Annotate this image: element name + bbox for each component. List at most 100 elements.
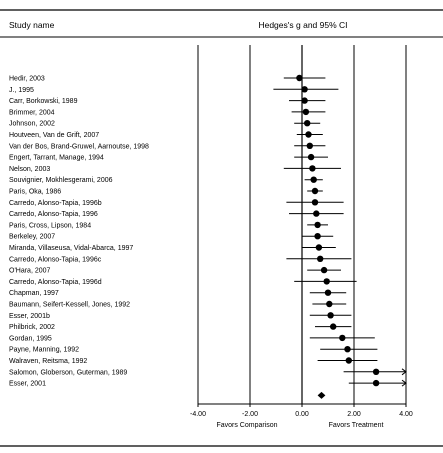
study-row: Engert, Tarrant, Manage, 1994 [9, 153, 328, 162]
effect-size-header: Hedges's g and 95% CI [258, 20, 347, 30]
study-name: Carredo, Alonso-Tapia, 1996d [9, 279, 102, 286]
point-estimate [344, 346, 351, 353]
study-rows: Hedir, 2003 J., 1995 Carr, Borkowski, 1989… [9, 74, 407, 388]
study-row: Brimmer, 2004 [9, 108, 326, 116]
study-name: Esser, 2001 [9, 381, 46, 388]
point-estimate [324, 289, 332, 296]
point-estimate [326, 300, 333, 308]
study-name: Miranda, Villaseusa, Vidal-Abarca, 1997 [9, 245, 133, 252]
study-row: Berkeley, 2007 [9, 233, 334, 241]
study-row: Esser, 2001b [9, 312, 352, 320]
study-name: J., 1995 [9, 87, 34, 94]
point-estimate [330, 323, 337, 330]
study-name: Salomon, Globerson, Guterman, 1989 [9, 369, 127, 376]
study-name: Gordan, 1995 [9, 335, 52, 342]
study-row: Philbrick, 2002 [9, 323, 352, 331]
study-name: Engert, Tarrant, Manage, 1994 [9, 155, 104, 162]
ci-arrow [401, 379, 407, 387]
favors-comparison-label: Favors Comparison [216, 422, 277, 429]
point-estimate [302, 108, 310, 116]
reference-lines [197, 45, 407, 404]
study-row: O'Hara, 2007 [9, 266, 341, 275]
study-name: Souvignier, Mokhlesgerami, 2006 [9, 177, 113, 184]
point-estimate [372, 368, 380, 375]
point-estimate [320, 266, 328, 274]
study-row: Salomon, Globerson, Guterman, 1989 [9, 368, 407, 376]
x-tick-label: -2.00 [242, 411, 258, 418]
study-name: Carredo, Alonso-Tapia, 1996c [9, 256, 102, 263]
study-row: Houtveen, Van de Grift, 2007 [9, 131, 323, 139]
x-tick-label: 0.00 [295, 411, 309, 418]
study-name: Hedir, 2003 [9, 76, 45, 83]
point-estimate [306, 142, 313, 149]
x-tick-label: 4.00 [399, 411, 413, 418]
summary-row [317, 391, 326, 399]
study-name: Chapman, 1997 [9, 290, 59, 297]
study-name: Baumann, Seifert-Kessell, Jones, 1992 [9, 302, 130, 309]
study-row: Payne, Manning, 1992 [9, 346, 378, 354]
point-estimate [310, 176, 317, 183]
study-name: Walraven, Reitsma, 1992 [9, 358, 87, 365]
study-row: Esser, 2001 [9, 379, 407, 388]
study-name-header: Study name [9, 20, 55, 30]
x-tick-label: -4.00 [190, 411, 206, 418]
point-estimate [309, 165, 316, 172]
x-tick-label: 2.00 [347, 411, 361, 418]
study-name: Paris, Oka, 1986 [9, 189, 61, 196]
point-estimate [314, 233, 321, 240]
study-name: O'Hara, 2007 [9, 268, 51, 275]
favors-treatment-label: Favors Treatment [329, 422, 384, 429]
study-name: Carredo, Alonso-Tapia, 1996 [9, 211, 98, 218]
ci-arrow [401, 368, 407, 376]
study-row: Hedir, 2003 [9, 74, 326, 83]
study-name: Berkeley, 2007 [9, 234, 55, 241]
study-name: Van der Bos, Brand-Gruwel, Aarnoutse, 19… [9, 143, 149, 150]
x-axis: -4.00 -2.00 0.00 2.00 4.00 [190, 403, 413, 418]
point-estimate [323, 278, 330, 285]
point-estimate [327, 312, 334, 319]
study-name: Esser, 2001b [9, 313, 50, 320]
study-row: Paris, Cross, Lipson, 1984 [9, 221, 328, 229]
point-estimate [305, 131, 312, 138]
point-estimate [301, 86, 308, 93]
study-row: Walraven, Reitsma, 1992 [9, 357, 378, 365]
study-name: Houtveen, Van de Grift, 2007 [9, 132, 99, 139]
study-name: Philbrick, 2002 [9, 324, 55, 331]
point-estimate [317, 255, 324, 262]
study-name: Johnson, 2002 [9, 121, 55, 128]
study-row: Souvignier, Mokhlesgerami, 2006 [9, 176, 323, 184]
study-name: Nelson, 2003 [9, 166, 50, 173]
study-name: Brimmer, 2004 [9, 109, 55, 116]
study-row: Chapman, 1997 [9, 289, 347, 297]
study-row: Johnson, 2002 [9, 120, 321, 128]
point-estimate [345, 357, 352, 364]
study-row: Carredo, Alonso-Tapia, 1996c [9, 255, 352, 263]
study-row: Carr, Borkowski, 1989 [9, 97, 326, 105]
point-estimate [311, 187, 319, 195]
study-name: Carr, Borkowski, 1989 [9, 98, 78, 105]
point-estimate [301, 97, 308, 104]
study-row: Paris, Oka, 1986 [9, 187, 323, 196]
study-row: Miranda, Villaseusa, Vidal-Abarca, 1997 [9, 244, 336, 252]
study-name: Carredo, Alonso-Tapia, 1996b [9, 200, 102, 207]
study-row: Baumann, Seifert-Kessell, Jones, 1992 [9, 300, 347, 309]
study-row: J., 1995 [9, 86, 339, 94]
study-row: Nelson, 2003 [9, 165, 341, 173]
point-estimate [304, 120, 311, 127]
study-name: Payne, Manning, 1992 [9, 347, 79, 354]
point-estimate [372, 379, 380, 387]
study-row: Carredo, Alonso-Tapia, 1996 [9, 210, 344, 218]
point-estimate [313, 210, 320, 217]
study-row: Gordan, 1995 [9, 334, 375, 342]
study-row: Carredo, Alonso-Tapia, 1996b [9, 199, 344, 207]
study-row: Carredo, Alonso-Tapia, 1996d [9, 278, 357, 286]
summary-diamond [317, 391, 326, 399]
study-name: Paris, Cross, Lipson, 1984 [9, 222, 91, 229]
point-estimate [296, 74, 303, 82]
point-estimate [339, 334, 346, 342]
study-row: Van der Bos, Brand-Gruwel, Aarnoutse, 19… [9, 142, 326, 150]
point-estimate [307, 153, 315, 161]
point-estimate [314, 221, 321, 229]
point-estimate [311, 199, 319, 206]
